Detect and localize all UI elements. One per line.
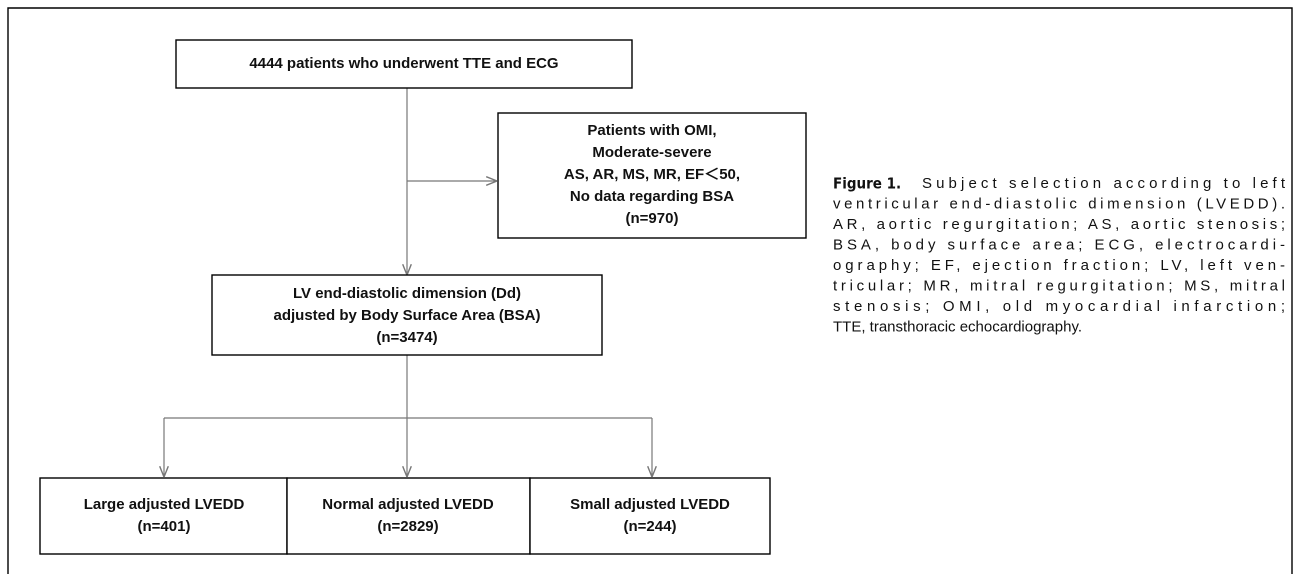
node-text: adjusted by Body Surface Area (BSA) [273,307,540,324]
box [529,477,771,555]
frame [7,7,1293,574]
node-text: Normal adjusted LVEDD [322,496,494,513]
caption-line: TTE, transthoracic echocardiography. [833,318,1082,335]
box [211,274,603,356]
caption-line: AR, aortic regurgitation; AS, aortic ste… [833,216,1285,233]
node-text: Moderate-severe [592,144,711,161]
node-text: No data regarding BSA [570,188,734,205]
node-text: (n=970) [626,210,679,227]
caption-line: BSA, body surface area; ECG, electrocard… [833,236,1285,253]
node-text: LV end-diastolic dimension (Dd) [293,285,521,302]
node-text: 4444 patients who underwent TTE and ECG [249,55,558,72]
node-text: Large adjusted LVEDD [84,496,245,513]
node-text: (n=2829) [377,518,438,535]
caption-line: tricular; MR, mitral regurgitation; MS, … [833,277,1285,294]
box [497,112,807,239]
node-text: (n=401) [138,518,191,535]
caption-line: ography; EF, ejection fraction; LV, left… [833,257,1285,274]
caption-line: Subject selection according to left [922,175,1286,192]
node-text: (n=244) [624,518,677,535]
box [286,477,531,555]
box [175,39,633,89]
caption-line: stenosis; OMI, old myocardial infarction… [833,298,1285,315]
caption-label: Figure 1. [833,175,901,193]
node-text: AS, AR, MS, MR, EF＜50, [564,166,740,183]
node-text: Patients with OMI, [587,122,716,139]
node-text: (n=3474) [376,329,437,346]
caption: Figure 1. Subject selection according to… [833,175,1286,336]
node-text: Small adjusted LVEDD [570,496,730,513]
box [39,477,288,555]
caption-line: ventricular end-diastolic dimension (LVE… [833,195,1285,212]
